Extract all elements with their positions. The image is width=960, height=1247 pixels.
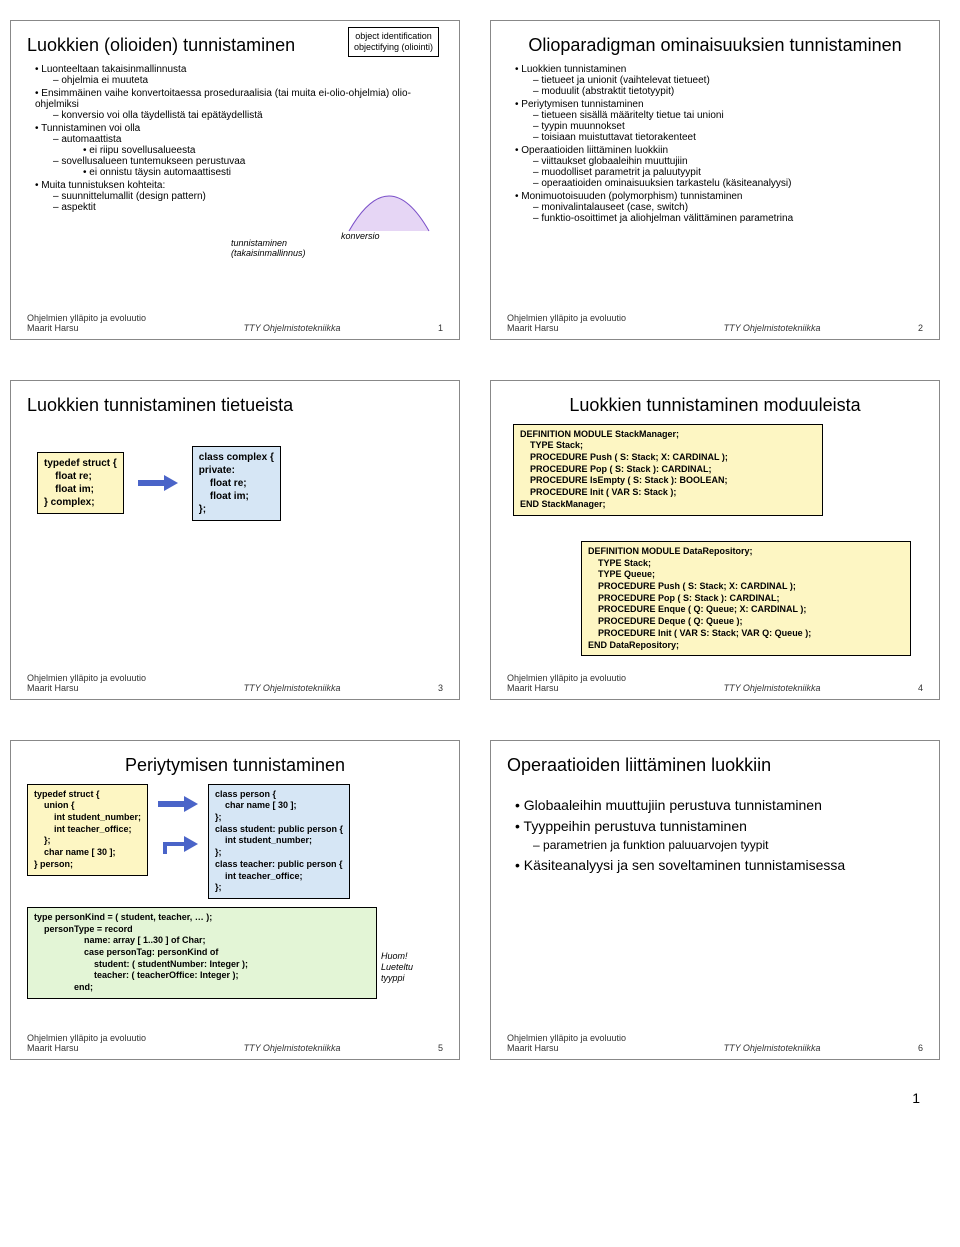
footer-text: Ohjelmien ylläpito ja evoluutio [507,1033,626,1043]
bullet-list: Globaaleihin muuttujiin perustuva tunnis… [507,796,923,876]
bullet: Globaaleihin muuttujiin perustuva tunnis… [524,797,822,813]
bullet: Luokkien tunnistaminen [521,64,626,75]
code-struct-complex: typedef struct { float re; float im; } c… [37,452,124,514]
footer-center: TTY Ohjelmistotekniikka [724,1043,821,1053]
anno-text: (takaisinmallinnus) [231,248,306,258]
footer-center: TTY Ohjelmistotekniikka [724,323,821,333]
sub-bullet: funktio-osoittimet ja aliohjelman välitt… [541,213,793,224]
arrow-right-icon [138,473,178,493]
bullet: Muita tunnistuksen kohteita: [41,180,165,191]
callout-line-2: objectifying (oliointi) [354,42,433,52]
footer-center: TTY Ohjelmistotekniikka [244,323,341,333]
bullet: Tyyppeihin perustuva tunnistaminen [524,818,747,834]
footer-text: Maarit Harsu [27,683,146,693]
slide-title: Operaatioiden liittäminen luokkiin [507,755,923,776]
footer-text: Ohjelmien ylläpito ja evoluutio [27,1033,146,1043]
sub-bullet: ohjelmia ei muuteta [61,75,148,86]
bullet: Ensimmäinen vaihe konvertoitaessa prosed… [35,88,411,110]
bullet: Luonteeltaan takaisinmallinnusta [41,64,186,75]
anno-text: tunnistaminen [231,238,287,248]
slide-footer: Ohjelmien ylläpito ja evoluutio Maarit H… [27,313,443,333]
footer-text: Ohjelmien ylläpito ja evoluutio [507,673,626,683]
slide-3: Luokkien tunnistaminen tietueista typede… [10,380,460,700]
slides-grid: object identification objectifying (olio… [10,20,950,1060]
bullet: Monimuotoisuuden (polymorphism) tunnista… [521,191,742,202]
footer-text: Maarit Harsu [507,323,626,333]
slide-number: 5 [438,1043,443,1053]
code-datarepository: DEFINITION MODULE DataRepository; TYPE S… [581,541,911,656]
sub-bullet: aspektit [61,202,95,213]
slide-number: 1 [438,323,443,333]
sub-bullet: operaatioiden ominaisuuksien tarkastelu … [541,178,791,189]
sub-bullet: sovellusalueen tuntemukseen perustuvaa [61,156,245,167]
code-pascal-record: type personKind = ( student, teacher, … … [27,907,377,999]
slide-1: object identification objectifying (olio… [10,20,460,340]
sub-bullet: parametrien ja funktion paluuarvojen tyy… [543,838,768,852]
slide-footer: Ohjelmien ylläpito ja evoluutio Maarit H… [507,1033,923,1053]
slide-title: Periytymisen tunnistaminen [27,755,443,776]
footer-center: TTY Ohjelmistotekniikka [244,683,341,693]
bullet: Tunnistaminen voi olla [41,123,140,134]
footer-text: Maarit Harsu [507,683,626,693]
slide-4: Luokkien tunnistaminen moduuleista DEFIN… [490,380,940,700]
slide-number: 2 [918,323,923,333]
footer-center: TTY Ohjelmistotekniikka [244,1043,341,1053]
sub-bullet: tietueen sisällä määritelty tietue tai u… [541,110,723,121]
footer-text: Maarit Harsu [27,323,146,333]
slide-6: Operaatioiden liittäminen luokkiin Globa… [490,740,940,1060]
footer-text: Ohjelmien ylläpito ja evoluutio [27,673,146,683]
arrow-up-right-icon [158,832,198,857]
footer-center: TTY Ohjelmistotekniikka [724,683,821,693]
sub-bullet: tietueet ja unionit (vaihtelevat tietuee… [541,75,709,86]
bullet: Operaatioiden liittäminen luokkiin [521,145,668,156]
anno-text: tyyppi [381,973,405,983]
anno-text: Huom! [381,951,408,961]
annotation-huom: Huom! Lueteltu tyyppi [381,951,413,983]
slide-number: 6 [918,1043,923,1053]
callout-object-identification: object identification objectifying (olio… [348,27,439,57]
slide-title: Olioparadigman ominaisuuksien tunnistami… [507,35,923,56]
footer-text: Ohjelmien ylläpito ja evoluutio [507,313,626,323]
bullet: Käsiteanalyysi ja sen soveltaminen tunni… [524,857,845,873]
arrow-right-icon [158,794,198,814]
slide-number: 4 [918,683,923,693]
code-stackmanager: DEFINITION MODULE StackManager; TYPE Sta… [513,424,823,516]
anno-text: Lueteltu [381,962,413,972]
footer-text: Maarit Harsu [27,1043,146,1053]
sub-bullet: tyypin muunnokset [541,121,624,132]
slide-title: Luokkien tunnistaminen tietueista [27,395,443,416]
top-code-row: typedef struct { union { int student_num… [27,784,443,899]
sub-bullet: konversio voi olla täydellistä tai epätä… [61,110,262,121]
sub-bullet: moduulit (abstraktit tietotyypit) [541,86,674,97]
slide-5: Periytymisen tunnistaminen typedef struc… [10,740,460,1060]
sub-bullet: muodolliset parametrit ja paluutyypit [541,167,701,178]
callout-line-1: object identification [355,31,432,41]
footer-text: Maarit Harsu [507,1043,626,1053]
slide-2: Olioparadigman ominaisuuksien tunnistami… [490,20,940,340]
code-class-complex: class complex { private: float re; float… [192,446,281,521]
sub-bullet: viittaukset globaaleihin muuttujiin [541,156,687,167]
sub-bullet: monivalintalauseet (case, switch) [541,202,688,213]
slide-number: 3 [438,683,443,693]
bullet-list: Luokkien tunnistaminen tietueet ja union… [507,64,923,224]
sub2-bullet: ei riipu sovellusalueesta [89,145,195,156]
sub2-bullet: ei onnistu täysin automaattisesti [89,167,231,178]
page-number: 1 [10,1090,950,1106]
slide-title: Luokkien tunnistaminen moduuleista [507,395,923,416]
footer-text: Ohjelmien ylläpito ja evoluutio [27,313,146,323]
annotation-konversio: konversio [341,231,380,241]
slide-footer: Ohjelmien ylläpito ja evoluutio Maarit H… [507,313,923,333]
slide-footer: Ohjelmien ylläpito ja evoluutio Maarit H… [27,1033,443,1053]
sub-bullet: suunnittelumallit (design pattern) [61,191,206,202]
bullet: Periytymisen tunnistaminen [521,99,643,110]
annotation-tunnistaminen: tunnistaminen (takaisinmallinnus) [231,239,306,259]
code-struct-person: typedef struct { union { int student_num… [27,784,148,876]
slide-footer: Ohjelmien ylläpito ja evoluutio Maarit H… [507,673,923,693]
code-row: typedef struct { float re; float im; } c… [37,446,443,521]
sub-bullet: toisiaan muistuttavat tietorakenteet [541,132,696,143]
sub-bullet: automaattista [61,134,121,145]
slide-footer: Ohjelmien ylläpito ja evoluutio Maarit H… [27,673,443,693]
code-class-person: class person { char name [ 30 ]; }; clas… [208,784,350,899]
